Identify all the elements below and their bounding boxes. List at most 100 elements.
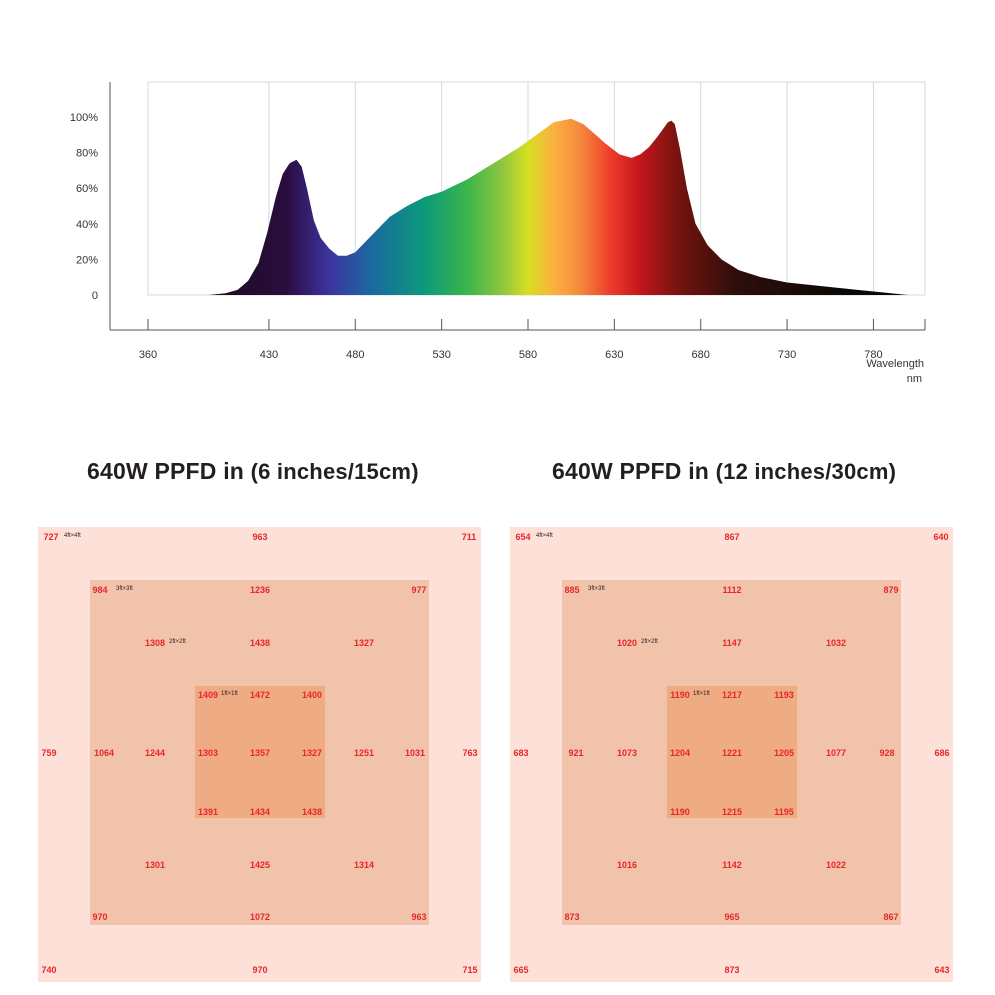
ppfd-value-o-mr: 763 <box>462 748 478 758</box>
ppfd-value-w-tl: 1020 <box>616 638 638 648</box>
zone-label-z1: 1ft×1ft <box>693 691 710 697</box>
ppfd-value-t-ml: 921 <box>568 748 584 758</box>
ppfd-value-o-mr: 686 <box>934 748 950 758</box>
ppfd-value-o-tr: 640 <box>933 532 949 542</box>
ppfd-value-c-tc: 1217 <box>721 690 743 700</box>
ppfd-value-t-bl: 873 <box>564 912 580 922</box>
ppfd-value-c-bl: 1190 <box>670 807 690 817</box>
y-tick-label: 80% <box>76 148 98 160</box>
ppfd-value-t-bc: 1072 <box>249 912 271 922</box>
ppfd-value-w-tc: 1147 <box>722 638 742 648</box>
zone-1ft <box>667 686 797 818</box>
ppfd-value-w-br: 1022 <box>825 860 847 870</box>
ppfd-value-t-br: 963 <box>411 912 427 922</box>
ppfd-value-o-bl: 665 <box>513 965 529 975</box>
x-tick-label: 430 <box>260 349 278 361</box>
ppfd-value-w-tr: 1032 <box>825 638 847 648</box>
ppfd-title-6in-prefix: 640W PPFD in <box>87 458 251 484</box>
ppfd-value-c-br: 1438 <box>301 807 323 817</box>
ppfd-map-12in: 654 867 640 683 686 665 873 643 885 1112 879 921 928… <box>510 527 953 982</box>
ppfd-value-c-tc: 1472 <box>249 690 271 700</box>
ppfd-value-c-mc: 1357 <box>249 748 271 758</box>
ppfd-value-c-bl: 1391 <box>197 807 219 817</box>
ppfd-value-t-tr: 879 <box>883 585 899 595</box>
zone-label-z4: 4ft×4ft <box>536 533 553 539</box>
ppfd-value-w-bc: 1142 <box>722 860 742 870</box>
spectrum-chart: 0 20% 40% 60% 80% 100% 360 430 480 530 580 630 680 7… <box>70 81 926 385</box>
ppfd-value-w-mr: 1077 <box>825 748 847 758</box>
ppfd-title-12in-prefix: 640W PPFD in <box>552 458 716 484</box>
ppfd-value-c-tl: 1190 <box>670 690 690 700</box>
zone-label-z3: 3ft×3ft <box>116 586 133 592</box>
ppfd-value-o-bc: 970 <box>252 965 268 975</box>
ppfd-value-t-bc: 965 <box>724 912 740 922</box>
ppfd-value-t-tr: 977 <box>411 585 427 595</box>
ppfd-value-c-bc: 1215 <box>721 807 743 817</box>
spectrum-area <box>182 118 908 295</box>
ppfd-value-c-tl: 1409 <box>197 690 219 700</box>
ppfd-value-w-br: 1314 <box>353 860 375 870</box>
ppfd-value-w-bc: 1425 <box>249 860 271 870</box>
x-tick-label: 480 <box>346 349 364 361</box>
axes <box>109 82 926 331</box>
zone-label-z1: 1ft×1ft <box>221 691 238 697</box>
ppfd-value-c-tr: 1193 <box>774 690 794 700</box>
x-axis-unit: nm <box>907 373 922 385</box>
ppfd-value-w-ml: 1073 <box>616 748 638 758</box>
zone-label-z3: 3ft×3ft <box>588 586 605 592</box>
ppfd-value-w-bl: 1301 <box>144 860 166 870</box>
ppfd-value-o-tr: 711 <box>461 532 477 542</box>
ppfd-value-t-tc: 1112 <box>722 585 742 595</box>
ppfd-value-w-tc: 1438 <box>249 638 271 648</box>
zone-label-z2: 2ft×2ft <box>641 639 658 645</box>
ppfd-value-o-tc: 867 <box>724 532 740 542</box>
ppfd-value-o-br: 643 <box>934 965 950 975</box>
ppfd-value-t-tl: 984 <box>92 585 108 595</box>
ppfd-value-o-tl: 654 <box>515 532 531 542</box>
x-tick-label: 630 <box>605 349 623 361</box>
ppfd-value-t-ml: 1064 <box>93 748 115 758</box>
ppfd-value-w-mr: 1251 <box>353 748 375 758</box>
x-tick-label: 360 <box>139 349 157 361</box>
x-tick-label: 580 <box>519 349 537 361</box>
ppfd-value-c-mc: 1221 <box>721 748 743 758</box>
ppfd-value-o-br: 715 <box>462 965 478 975</box>
ppfd-value-c-ml: 1204 <box>669 748 691 758</box>
ppfd-value-o-bl: 740 <box>41 965 57 975</box>
ppfd-value-w-bl: 1016 <box>616 860 638 870</box>
ppfd-title-6in-suffix: (6 inches/15cm) <box>250 459 419 484</box>
x-tick-label: 530 <box>432 349 450 361</box>
ppfd-value-w-tr: 1327 <box>353 638 375 648</box>
ppfd-title-12in-suffix: (12 inches/30cm) <box>715 459 897 484</box>
zone-1ft <box>195 686 325 818</box>
ppfd-value-t-tc: 1236 <box>249 585 271 595</box>
ppfd-value-c-ml: 1303 <box>197 748 219 758</box>
y-tick-label: 60% <box>76 183 98 195</box>
ppfd-value-o-tc: 963 <box>252 532 268 542</box>
y-tick-label: 40% <box>76 219 98 231</box>
ppfd-map-6in: 727 963 711 759 763 740 970 715 984 1236 977 1064 10… <box>38 527 481 982</box>
zone-label-z4: 4ft×4ft <box>64 533 81 539</box>
ppfd-value-c-tr: 1400 <box>301 690 323 700</box>
ppfd-value-o-tl: 727 <box>43 532 59 542</box>
ppfd-title-12in: 640W PPFD in (12 inches/30cm) <box>552 458 896 485</box>
ppfd-value-t-mr: 928 <box>879 748 895 758</box>
ppfd-value-o-ml: 683 <box>513 748 529 758</box>
ppfd-value-c-br: 1195 <box>774 807 794 817</box>
y-tick-labels: 0 20% 40% 60% 80% 100% <box>70 112 98 302</box>
x-tick-labels: 360 430 480 530 580 630 680 730 780 <box>139 349 883 361</box>
x-tick-label: 780 <box>864 349 882 361</box>
ppfd-value-o-ml: 759 <box>41 748 57 758</box>
zone-label-z2: 2ft×2ft <box>169 639 186 645</box>
ppfd-value-t-bl: 970 <box>92 912 108 922</box>
ppfd-value-c-mr: 1327 <box>301 748 323 758</box>
ppfd-value-t-br: 867 <box>883 912 899 922</box>
ppfd-value-c-mr: 1205 <box>773 748 795 758</box>
ppfd-value-w-tl: 1308 <box>144 638 166 648</box>
ppfd-value-w-ml: 1244 <box>144 748 166 758</box>
ppfd-value-c-bc: 1434 <box>249 807 271 817</box>
ppfd-title-6in: 640W PPFD in (6 inches/15cm) <box>87 458 419 485</box>
ppfd-value-o-bc: 873 <box>724 965 740 975</box>
ppfd-value-t-tl: 885 <box>564 585 580 595</box>
y-tick-label: 0 <box>92 290 98 302</box>
